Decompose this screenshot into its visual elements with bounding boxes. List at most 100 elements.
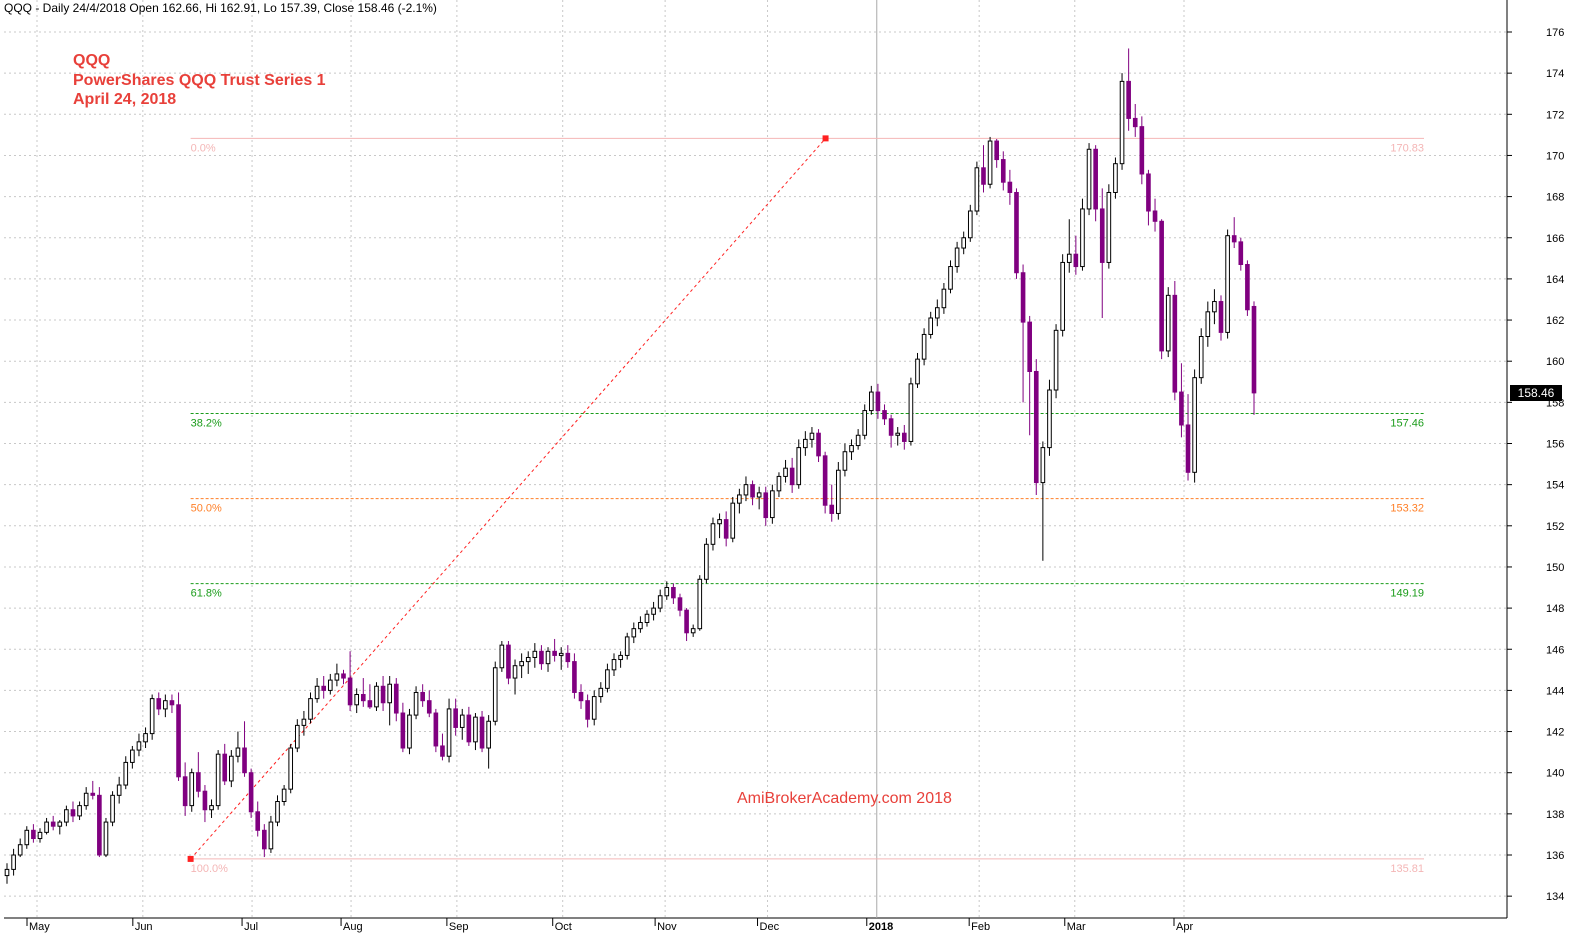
candle-body (1251, 305, 1257, 394)
candle-body (486, 720, 491, 749)
candle-body (967, 210, 973, 239)
y-tick-label: 150 (1546, 562, 1564, 574)
candle-body (499, 644, 505, 669)
y-tick-label: 166 (1546, 233, 1564, 245)
candle-body (915, 358, 920, 385)
candle-body (123, 761, 129, 786)
candle-body (1080, 208, 1085, 268)
candle-body (334, 673, 340, 681)
y-tick-label: 170 (1546, 150, 1564, 162)
candle-body (215, 753, 221, 807)
candle-body (393, 683, 399, 714)
chart-header: QQQ - Daily 24/4/2018 Open 162.66, Hi 16… (4, 1, 437, 15)
candle-body (776, 475, 782, 492)
candle-body (314, 685, 320, 700)
candle-body (37, 831, 43, 840)
candle-body (1007, 181, 1013, 193)
candle-body (1000, 159, 1006, 183)
candle-body (347, 677, 353, 706)
candle-body (97, 794, 102, 856)
candle-body (196, 772, 201, 792)
candle-body (644, 613, 650, 624)
candle-body (242, 747, 247, 774)
y-tick-label: 168 (1546, 192, 1564, 204)
candle-body (532, 650, 538, 658)
y-tick-label: 154 (1546, 480, 1564, 492)
y-tick-label: 162 (1546, 315, 1564, 327)
candle-body (948, 266, 953, 290)
date-label: April 24, 2018 (73, 91, 177, 108)
candle-body (981, 167, 986, 185)
candle-body (598, 687, 604, 698)
candle-body (182, 776, 188, 807)
candle-body (453, 708, 458, 728)
candle-body (281, 788, 287, 803)
candle-body (1185, 424, 1191, 473)
fib-value-label: 149.19 (1390, 588, 1424, 600)
candle-body (525, 656, 531, 663)
candle-body (1099, 208, 1105, 263)
candle-body (354, 694, 360, 706)
candle-body (1033, 370, 1039, 484)
candle-body (156, 698, 162, 710)
candle-body (539, 650, 544, 665)
candle-body (1040, 447, 1046, 484)
candle-body (473, 716, 478, 743)
candle-body (31, 829, 36, 840)
candle-body (756, 492, 762, 498)
candle-body (459, 714, 465, 728)
candle-body (618, 654, 623, 661)
candle-body (1132, 117, 1138, 128)
candle-body (921, 333, 927, 360)
candle-body (262, 829, 267, 850)
y-tick-label: 160 (1546, 356, 1564, 368)
candle-body (83, 792, 89, 807)
candle-body (1126, 80, 1131, 119)
candle-body (934, 307, 940, 319)
candle-body (783, 467, 788, 477)
candle-body (413, 691, 419, 716)
candle-body (816, 432, 821, 457)
candle-body (136, 741, 142, 751)
candle-body (1060, 261, 1065, 331)
candle-body (730, 502, 736, 539)
x-tick-label: Mar (1067, 921, 1086, 933)
candle-body (103, 821, 109, 856)
candle-body (275, 801, 280, 823)
candle-body (763, 492, 769, 519)
candle-body (466, 714, 472, 743)
candle-body (664, 587, 670, 597)
candle-body (657, 595, 663, 609)
candle-body (308, 698, 313, 720)
candle-body (130, 749, 135, 763)
y-tick-label: 134 (1546, 891, 1564, 903)
candle-body (901, 432, 907, 442)
candle-body (591, 696, 597, 720)
candle-body (110, 794, 115, 823)
candle-body (987, 140, 993, 185)
candle-body (387, 683, 392, 704)
candle-body (176, 704, 181, 778)
y-tick-label: 140 (1546, 768, 1564, 780)
candle-body (1218, 301, 1224, 333)
candle-body (908, 383, 914, 442)
fib-anchor-low (187, 855, 194, 862)
candle-body (882, 410, 887, 420)
candle-body (380, 685, 386, 704)
candle-body (169, 700, 175, 706)
candle-body (638, 622, 643, 630)
y-tick-label: 172 (1546, 109, 1564, 121)
fib-pct-label: 61.8% (191, 588, 222, 600)
y-tick-label: 156 (1546, 439, 1564, 451)
candle-body (1139, 126, 1145, 175)
candle-body (519, 661, 524, 667)
candle-body (1119, 80, 1125, 165)
candle-body (1066, 253, 1072, 263)
candle-body (869, 391, 874, 412)
candle-body (796, 447, 802, 486)
candle-body (941, 288, 947, 309)
candle-body (1231, 235, 1237, 243)
y-tick-label: 144 (1546, 685, 1564, 697)
x-tick-label: Feb (971, 921, 990, 933)
candle-body (1172, 294, 1178, 393)
